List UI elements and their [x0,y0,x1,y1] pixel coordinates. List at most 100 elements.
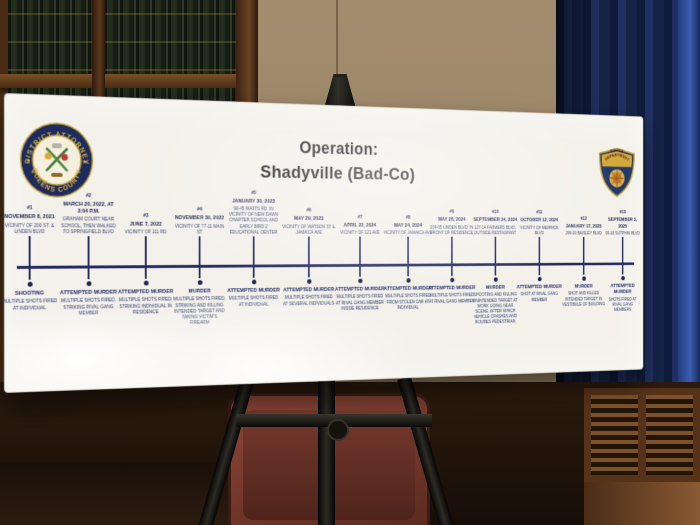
event-number: #4 [197,207,203,213]
event-description: MULTIPLE SHOTS FIRED AT INDIVIDUAL [1,299,58,312]
event-number: #11 [536,210,543,216]
event-type: ATTEMPTED MURDER [117,289,174,296]
timeline-event: #4 NOVEMBER 30, 2022 VICINITY OF 77-11 M… [172,100,228,386]
event-location: VICINITY OF WATSON ST & JAMAICA AVE [282,224,335,236]
event-header: #3 JUNE 7, 2022 VICINITY OF 111 RD [117,212,174,236]
event-type: MURDER [188,288,211,295]
event-type: ATTEMPTED MURDER [335,286,385,293]
event-number: #13 [619,210,626,216]
event-description: MULTIPLE SHOTS FIRED FROM STOLEN CAR AT … [385,294,431,311]
event-dot [620,276,625,281]
event-description: MULTIPLE SHOTS FIRED AT RIVAL GANG MEMBE… [428,293,475,305]
event-tick-mark [87,236,90,280]
event-type: ATTEMPTED MURDER [59,289,117,297]
event-body: ATTEMPTED MURDER MULTIPLE SHOTS FIRED AT… [282,287,335,308]
event-tick-mark [252,236,255,278]
event-date: OCTOBER 12, 2024 [520,218,559,224]
timeline-event: #12 JANUARY 17, 2025 206-03 BAISLEY BLVD… [561,114,606,371]
event-dot [251,279,256,285]
event-date: SEPTEMBER 3, 2025 [608,217,638,230]
event-date: MAY 24, 2024 [394,222,422,229]
event-body: ATTEMPTED MURDER MULTIPLE SHOTS FIRED AT… [226,288,280,309]
timeline-event: #10 SEPTEMBER 24, 2024 127-14 FARMERS BL… [471,111,519,375]
event-description: MULTIPLE SHOTS FIRED AT INDIVIDUAL [228,296,279,308]
event-description: MULTIPLE SHOTS FIRED AT SEVERAL INDIVIDU… [283,295,335,307]
event-tick-mark [28,236,31,280]
badge-bottom-text: DEPARTMENT [604,152,629,162]
event-date: NOVEMBER 30, 2022 [174,215,225,222]
svg-text:POLICE: POLICE [610,148,625,155]
event-dot [537,276,542,282]
timeline-event: #2 MARCH 20, 2022, AT 3:04 P.M. GRAHAM C… [59,96,118,390]
event-number: #9 [449,209,455,215]
event-body: ATTEMPTED MURDER MULTIPLE SHOTS FIRED AT… [427,285,476,305]
event-tick-mark [407,236,409,277]
event-tick-mark [198,236,201,279]
event-type: ATTEMPTED MURDER [227,287,280,295]
timeline-event: #6 MAY 29, 2023 VICINITY OF WATSON ST & … [282,104,335,382]
event-dot [493,277,498,282]
event-header: #4 NOVEMBER 30, 2022 VICINITY OF 77-11 M… [172,207,228,236]
vent-grille [584,388,700,482]
event-date: MARCH 20, 2022, AT 3:04 P.M. [63,201,114,215]
event-tick-mark [494,236,497,276]
event-body: ATTEMPTED MURDER MULTIPLE SHOTS FIRED, S… [117,289,174,317]
event-type: MURDER [574,284,593,290]
event-header: #12 JANUARY 17, 2025 206-03 BAISLEY BLVD [561,216,606,237]
event-header: #7 APRIL 22, 2024 VICINITY OF 121 AVE [334,214,385,236]
event-dot [27,281,33,287]
event-body: MURDER MULTIPLE SHOTS FIRED, STRIKING AN… [172,288,228,327]
event-header: #10 SEPTEMBER 24, 2024 127-14 FARMERS BL… [471,210,519,237]
nypd-shield-icon: POLICE DEPARTMENT [597,146,637,198]
event-tick-mark [538,236,541,276]
floor [0,462,232,525]
event-description: SHOT AT RIVAL GANG MEMBER [520,292,559,303]
timeline-event: #9 MAY 26, 2024 234-05 LINDEN BLVD, IN F… [427,109,476,376]
event-number: #7 [357,214,363,220]
event-type: ATTEMPTED MURDER [516,284,562,291]
event-date: APRIL 22, 2024 [343,222,377,229]
event-body: ATTEMPTED MURDER MULTIPLE SHOTS FIRED AT… [334,287,385,313]
event-tick-mark [621,237,624,275]
event-body: SHOOTING MULTIPLE SHOTS FIRED AT INDIVID… [0,290,60,312]
books-row-top [8,0,236,74]
timeline-event: #8 MAY 24, 2024 VICINITY OF JAMAICA AVE … [383,108,433,378]
event-type: ATTEMPTED MURDER [610,283,635,296]
event-header: #13 SEPTEMBER 3, 2025 93-16 SUTPHIN BLVD [604,210,641,237]
event-header: #6 MAY 29, 2023 VICINITY OF WATSON ST & … [282,208,335,237]
event-tick-mark [308,236,310,278]
event-body: ATTEMPTED MURDER MULTIPLE SHOTS FIRED FR… [383,286,433,312]
event-header: #11 OCTOBER 12, 2024 VICINITY OF MERRICK… [516,210,562,237]
timeline-event: #3 JUNE 7, 2022 VICINITY OF 111 RD ATTEM… [117,98,174,388]
event-dot [581,276,586,281]
event-dot [197,280,202,285]
event-type: MURDER [485,285,505,291]
event-dot [143,280,149,286]
event-tick-mark [451,236,453,276]
timeline-event: #13 SEPTEMBER 3, 2025 93-16 SUTPHIN BLVD… [604,116,641,370]
event-number: #5 [251,190,257,196]
timeline-events: #1 NOVEMBER 8, 2021 VICINITY OF 200 ST. … [2,94,643,392]
event-header: #9 MAY 26, 2024 234-05 LINDEN BLVD, IN F… [427,209,476,237]
event-type: SHOOTING [14,290,45,297]
event-date: MAY 29, 2023 [294,216,324,223]
event-type: ATTEMPTED MURDER [283,287,335,294]
event-date: MAY 26, 2024 [438,217,466,223]
event-dot [357,278,363,284]
floor-under-vent [584,482,700,525]
timeline-event: #5 JANUARY 30, 2023 90-45 WATTS RD, IN V… [226,102,280,384]
event-tick-mark [582,236,585,275]
event-body: MURDER SHOT AND KILLED INTENDED TARGET I… [561,284,606,309]
event-location: 234-05 LINDEN BLVD, IN FRONT OF RESIDENC… [430,225,474,236]
event-description: MULTIPLE SHOTS FIRED, STRIKING RIVAL GAN… [60,298,116,317]
event-description: SHOTS FIRED AT RIVAL GANG MEMBERS [608,297,637,313]
event-location: 127-14 FARMERS BLVD, OUTSIDE RESTAURANT [474,225,517,236]
event-tick-mark [359,236,361,277]
event-body: ATTEMPTED MURDER SHOTS FIRED AT RIVAL GA… [604,283,641,313]
easel-bolt [327,419,349,441]
badge-top-text: POLICE [610,148,625,155]
event-body: ATTEMPTED MURDER SHOT AT RIVAL GANG MEMB… [516,284,562,304]
event-description: MULTIPLE SHOTS FIRED, STRIKING INDIVIDUA… [118,297,173,316]
event-location: VICINITY OF 77-11 MAIN ST [174,224,225,236]
